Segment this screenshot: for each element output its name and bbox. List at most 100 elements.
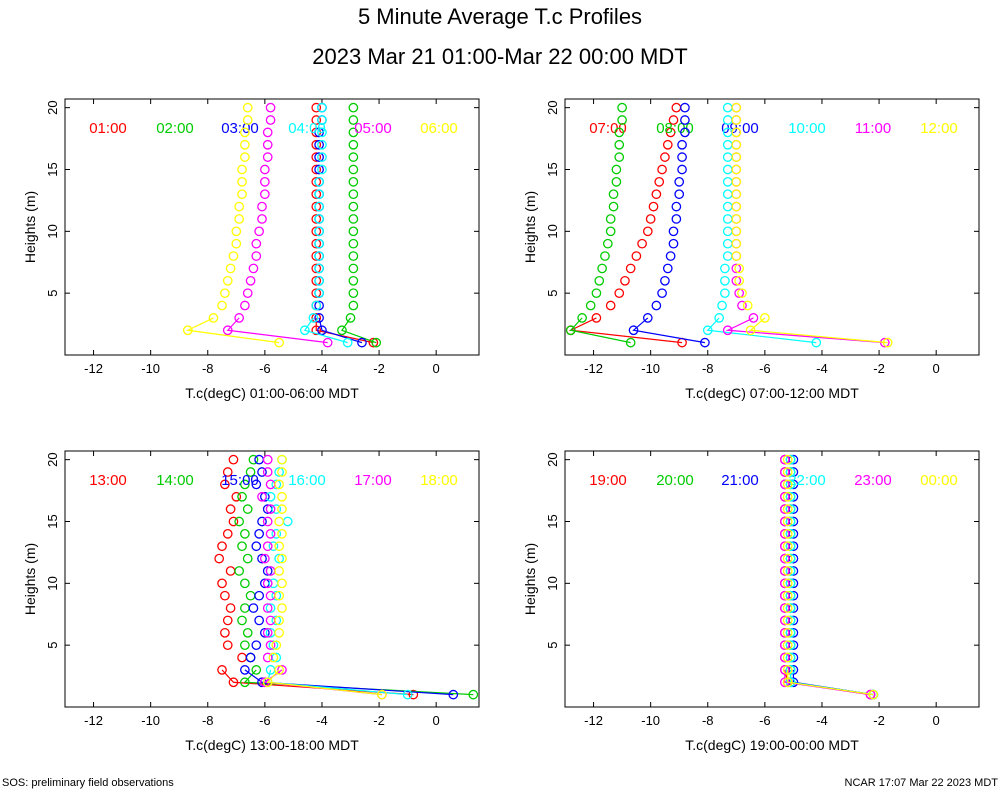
data-point: [182, 325, 193, 336]
legend-entry: 20:00: [656, 472, 694, 489]
x-axis-label: T.c(degC) 19:00-00:00 MDT: [685, 737, 859, 753]
data-point: [311, 325, 322, 336]
data-point: [260, 553, 270, 564]
data-point: [811, 337, 822, 348]
data-point: [262, 467, 273, 477]
data-point: [311, 139, 322, 150]
data-point: [237, 652, 247, 663]
data-point: [714, 313, 725, 323]
data-point: [779, 491, 790, 502]
series-line: [787, 669, 874, 696]
data-point: [620, 275, 630, 286]
series-line: [569, 317, 631, 344]
data-point: [671, 214, 682, 224]
data-point: [214, 553, 225, 564]
data-point: [311, 164, 322, 175]
data-point: [314, 226, 324, 237]
data-point: [700, 337, 710, 348]
x-tick-label: -4: [816, 713, 828, 728]
x-tick-label: -10: [641, 361, 660, 376]
data-point: [731, 275, 742, 286]
legend-entry: 19:00: [589, 472, 627, 489]
series-1600: [262, 454, 413, 700]
legend-entry: 14:00: [156, 472, 194, 489]
series-0000: [782, 454, 879, 700]
footer-note: SOS: preliminary field observations: [2, 777, 174, 789]
data-point: [240, 529, 250, 539]
data-point: [785, 516, 796, 527]
legend-entry: 16:00: [288, 472, 326, 489]
data-point: [271, 640, 282, 651]
data-point: [651, 300, 662, 311]
y-tick-label: 20: [45, 100, 60, 114]
legend-entry: 22:00: [788, 472, 826, 489]
data-point: [717, 300, 727, 311]
x-axis-label: T.c(degC) 01:00-06:00 MDT: [185, 385, 359, 401]
panel-2: -12 -10 -8 -6 -4 -2 0 5 10 15 20 T.c(degC) 07:00-12…: [522, 98, 980, 401]
data-point: [311, 263, 322, 274]
data-point: [240, 665, 250, 675]
series-1400: [234, 454, 479, 700]
data-point: [731, 263, 742, 274]
data-point: [608, 201, 619, 212]
legend-entry: 12:00: [920, 120, 958, 137]
data-point: [722, 214, 733, 224]
data-point: [271, 615, 282, 626]
x-tick-label: -12: [84, 713, 103, 728]
data-point: [257, 553, 267, 564]
x-tick-label: -8: [202, 361, 214, 376]
footer-timestamp: NCAR 17:07 Mar 22 2023 MDT: [844, 777, 998, 789]
legend-entry: 00:00: [920, 472, 958, 489]
data-point: [311, 189, 322, 200]
x-tick-label: -8: [702, 713, 714, 728]
data-point: [348, 226, 359, 237]
data-point: [314, 263, 324, 274]
data-point: [448, 689, 459, 700]
y-tick-label: 15: [45, 162, 60, 176]
data-point: [225, 603, 236, 613]
data-point: [260, 177, 270, 187]
y-tick-label: 5: [45, 642, 60, 649]
data-point: [731, 164, 742, 175]
chart-subtitle: 2023 Mar 21 01:00-Mar 22 00:00 MDT: [312, 44, 688, 69]
data-point: [237, 615, 247, 626]
data-point: [785, 603, 796, 613]
data-point: [254, 590, 265, 601]
data-point: [677, 152, 687, 162]
data-point: [228, 677, 239, 688]
data-point: [731, 251, 742, 261]
data-point: [662, 139, 673, 150]
data-point: [782, 516, 793, 527]
data-point: [594, 275, 605, 286]
plot-frame: [64, 450, 480, 708]
series-line: [789, 669, 874, 696]
data-point: [348, 127, 359, 138]
data-point: [722, 152, 733, 162]
data-point: [348, 238, 359, 249]
data-point: [779, 541, 790, 552]
data-point: [565, 325, 576, 336]
data-point: [262, 603, 273, 613]
data-point: [274, 615, 284, 626]
data-point: [779, 603, 790, 613]
data-point: [222, 529, 233, 539]
data-point: [722, 226, 733, 237]
data-point: [225, 504, 236, 514]
data-point: [237, 189, 247, 200]
data-point: [311, 238, 322, 249]
data-point: [785, 553, 796, 564]
data-point: [248, 454, 259, 465]
data-point: [722, 102, 733, 113]
data-point: [274, 665, 284, 675]
data-point: [779, 665, 790, 675]
data-point: [257, 214, 267, 224]
data-point: [734, 263, 745, 274]
data-point: [617, 115, 627, 125]
data-point: [251, 640, 262, 651]
data-point: [782, 467, 793, 477]
data-point: [605, 300, 616, 311]
data-point: [337, 325, 347, 336]
data-point: [208, 313, 219, 323]
data-point: [254, 615, 265, 626]
data-point: [722, 325, 733, 336]
